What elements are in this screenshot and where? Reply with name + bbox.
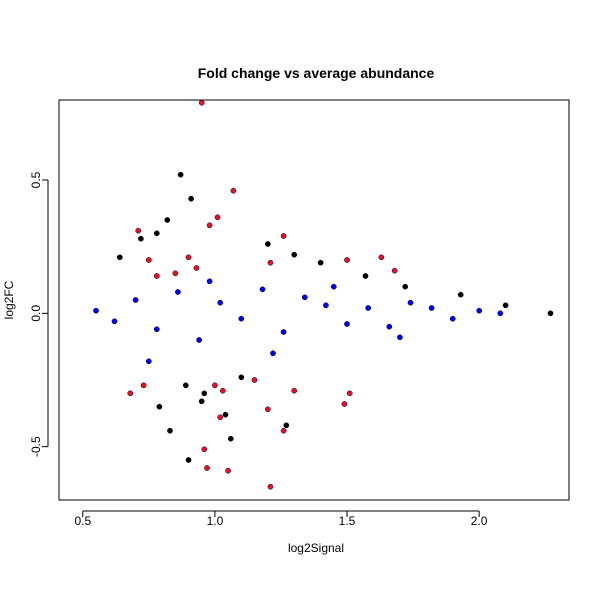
point-blue (476, 307, 483, 314)
point-red (140, 382, 147, 389)
point-red (172, 270, 179, 277)
point-red (280, 427, 287, 434)
point-red (135, 227, 142, 234)
point-black (188, 195, 194, 202)
point-black (502, 302, 509, 309)
x-tick-label: 2.0 (471, 514, 488, 528)
point-black (362, 273, 369, 279)
point-red (193, 265, 200, 271)
point-blue (259, 286, 266, 293)
point-blue (397, 334, 403, 341)
x-axis: 0.5 1.0 1.5 2.0 (74, 510, 488, 528)
point-black (317, 259, 324, 266)
point-red (291, 387, 298, 394)
point-black (457, 291, 464, 298)
point-red (198, 99, 205, 106)
point-blue (344, 321, 350, 327)
point-blue (497, 310, 504, 317)
point-red (341, 401, 348, 407)
point-black (291, 251, 298, 258)
point-blue (428, 305, 435, 311)
point-blue (365, 305, 372, 311)
point-black (116, 254, 123, 261)
x-axis-label: log2Signal (288, 541, 344, 555)
point-black (138, 235, 144, 242)
point-red (346, 390, 353, 397)
point-red (264, 406, 271, 413)
point-red (214, 214, 221, 221)
point-black (264, 241, 271, 247)
point-red (378, 254, 385, 261)
point-red (153, 273, 160, 279)
point-black (227, 435, 234, 442)
point-red (267, 483, 274, 490)
point-black (222, 411, 229, 418)
point-blue (386, 323, 393, 330)
point-red (391, 267, 398, 274)
point-red (344, 257, 350, 263)
point-black (402, 283, 409, 290)
y-tick-label: 0.0 (29, 305, 43, 322)
point-blue (93, 307, 99, 314)
point-blue (238, 315, 245, 322)
point-red (204, 465, 210, 471)
point-blue (132, 297, 139, 303)
points-layer (93, 99, 554, 490)
point-blue (407, 299, 414, 306)
point-blue (449, 315, 456, 322)
point-red (267, 259, 274, 266)
point-red (201, 446, 208, 453)
point-red (127, 390, 134, 397)
plot-frame (58, 99, 570, 501)
point-blue (301, 294, 308, 301)
x-tick-label: 1.0 (207, 514, 224, 528)
point-red (185, 254, 192, 261)
point-blue (145, 358, 152, 365)
point-black (156, 403, 163, 410)
point-blue (111, 318, 118, 325)
point-blue (280, 329, 287, 335)
point-blue (206, 278, 213, 285)
point-black (201, 390, 208, 397)
point-blue (217, 299, 224, 306)
point-red (217, 414, 224, 421)
x-tick-label: 0.5 (74, 514, 91, 528)
point-red (212, 382, 218, 389)
point-red (230, 187, 237, 194)
point-black (238, 374, 245, 381)
point-blue (323, 302, 329, 309)
point-red (280, 233, 287, 239)
point-blue (270, 350, 276, 357)
point-red (219, 387, 226, 394)
point-black (153, 230, 160, 237)
point-red (225, 467, 231, 474)
point-black (283, 422, 290, 429)
chart-title: Fold change vs average abundance (198, 65, 435, 81)
point-blue (196, 337, 202, 343)
point-black (198, 398, 205, 405)
point-red (251, 377, 258, 383)
point-black (182, 382, 189, 389)
point-black (167, 427, 173, 434)
point-black (547, 310, 554, 317)
y-axis: -0.5 0.0 0.5 (29, 171, 49, 457)
point-red (145, 257, 152, 263)
point-blue (153, 326, 160, 333)
y-tick-label: 0.5 (29, 171, 43, 188)
point-blue (175, 289, 181, 295)
point-black (164, 217, 171, 223)
point-blue (330, 283, 337, 290)
y-tick-label: -0.5 (29, 436, 43, 457)
y-axis-label: log2FC (2, 280, 16, 319)
x-tick-label: 1.5 (339, 514, 356, 528)
point-black (185, 457, 192, 463)
point-black (177, 171, 184, 178)
point-red (206, 222, 213, 229)
